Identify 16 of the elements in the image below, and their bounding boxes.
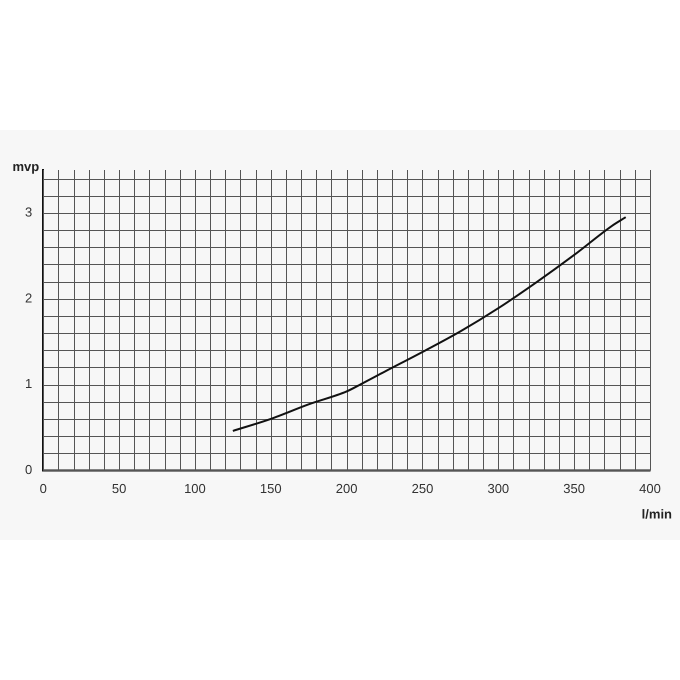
- x-tick-label: 150: [260, 480, 282, 496]
- x-tick-label: 400: [639, 480, 661, 496]
- y-tick-label: 2: [24, 290, 32, 306]
- y-tick-label: 0: [24, 462, 32, 477]
- y-tick-label: 1: [24, 376, 32, 392]
- y-tick-label: 3: [24, 204, 32, 220]
- line-series: [232, 216, 627, 432]
- x-tick-label: 50: [112, 480, 126, 496]
- y-axis-title: mvp: [12, 159, 40, 174]
- x-tick-label: 0: [40, 480, 47, 496]
- x-tick-label: 250: [412, 480, 434, 496]
- x-tick-label: 100: [184, 480, 206, 496]
- x-tick-label: 350: [563, 480, 586, 496]
- x-tick-label: 200: [336, 480, 358, 496]
- x-axis-title: l/min: [642, 506, 672, 522]
- x-tick-label: 300: [487, 480, 510, 496]
